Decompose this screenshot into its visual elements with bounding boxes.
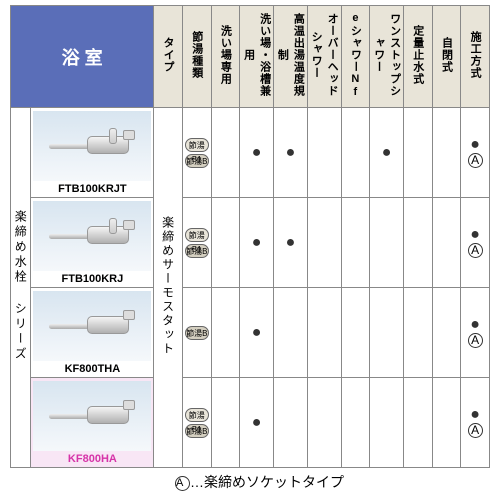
column-header: 高温出湯温度規制 (274, 6, 308, 108)
marker-a-icon: A (468, 153, 483, 168)
product-image (33, 381, 151, 451)
data-cell (403, 198, 432, 288)
dot-icon: ● (252, 144, 262, 161)
data-cell: ● (370, 108, 404, 198)
data-cell: ● (240, 288, 274, 378)
type-label: 楽締めサーモスタット (154, 108, 183, 468)
data-cell: ● (274, 198, 308, 288)
data-cell (211, 378, 240, 468)
dot-icon: ● (470, 406, 480, 423)
dot-icon: ● (286, 234, 296, 251)
data-cell (274, 288, 308, 378)
product-image (33, 291, 151, 361)
data-cell: ●A (461, 288, 490, 378)
data-cell: ● (240, 108, 274, 198)
badge-b: 節湯B (185, 154, 209, 168)
data-cell: ●A (461, 108, 490, 198)
dot-icon: ● (252, 414, 262, 431)
data-cell (403, 108, 432, 198)
data-cell: 節湯B (182, 288, 211, 378)
data-cell (211, 108, 240, 198)
product-cell: KF800HA (31, 378, 154, 468)
badge-b1: 節湯B1 (185, 228, 209, 242)
product-table: 浴 室タイプ節湯種類洗い場専用洗い場・浴槽兼用高温出湯温度規制オーバーヘッドシャ… (10, 5, 490, 468)
product-model: FTB100KRJT (33, 183, 151, 195)
column-header: 洗い場・浴槽兼用 (240, 6, 274, 108)
badge-b: 節湯B (185, 424, 209, 438)
footnote-text: …楽締めソケットタイプ (190, 474, 344, 490)
product-model: KF800THA (33, 363, 151, 375)
data-cell (432, 378, 461, 468)
series-label: 楽締め水栓 シリーズ (11, 108, 31, 468)
marker-a-icon: A (468, 333, 483, 348)
column-header: ワンストップシャワー (370, 6, 404, 108)
product-image (33, 111, 151, 181)
data-cell (341, 108, 370, 198)
data-cell (432, 108, 461, 198)
dot-icon: ● (286, 144, 296, 161)
footnote-marker: A (175, 476, 190, 491)
column-header: 定量止水式 (403, 6, 432, 108)
dot-icon: ● (470, 226, 480, 243)
data-cell (341, 378, 370, 468)
dot-icon: ● (470, 136, 480, 153)
column-header: 自閉式 (432, 6, 461, 108)
data-cell (341, 198, 370, 288)
marker-a-icon: A (468, 423, 483, 438)
data-cell (370, 288, 404, 378)
data-cell: 節湯B1 節湯B (182, 378, 211, 468)
marker-a-icon: A (468, 243, 483, 258)
data-cell (307, 108, 341, 198)
dot-icon: ● (470, 316, 480, 333)
data-cell (341, 288, 370, 378)
column-header: オーバーヘッドシャワー (307, 6, 341, 108)
badge-b1: 節湯B1 (185, 138, 209, 152)
column-header: 節湯種類 (182, 6, 211, 108)
footnote: A…楽締めソケットタイプ (175, 472, 344, 492)
data-cell: 節湯B1 節湯B (182, 108, 211, 198)
data-cell (403, 378, 432, 468)
column-header: 洗い場専用 (211, 6, 240, 108)
column-header: タイプ (154, 6, 183, 108)
dot-icon: ● (252, 324, 262, 341)
product-cell: FTB100KRJT (31, 108, 154, 198)
data-cell: ● (274, 108, 308, 198)
data-cell: 節湯B1 節湯B (182, 198, 211, 288)
product-cell: KF800THA (31, 288, 154, 378)
data-cell: ● (240, 378, 274, 468)
product-model: KF800HA (33, 453, 151, 465)
data-cell (403, 288, 432, 378)
data-cell (211, 198, 240, 288)
column-header: 施工方式 (461, 6, 490, 108)
badge-b: 節湯B (185, 244, 209, 258)
product-model: FTB100KRJ (33, 273, 151, 285)
data-cell (432, 198, 461, 288)
category-header: 浴 室 (11, 6, 154, 108)
badge-b1: 節湯B1 (185, 408, 209, 422)
data-cell (211, 288, 240, 378)
column-header: eシャワーNf (341, 6, 370, 108)
data-cell (370, 378, 404, 468)
product-image (33, 201, 151, 271)
data-cell (307, 378, 341, 468)
data-cell: ●A (461, 198, 490, 288)
data-cell: ● (240, 198, 274, 288)
dot-icon: ● (252, 234, 262, 251)
data-cell: ●A (461, 378, 490, 468)
data-cell (307, 198, 341, 288)
dot-icon: ● (382, 144, 392, 161)
badge-b: 節湯B (185, 326, 209, 340)
data-cell (274, 378, 308, 468)
data-cell (432, 288, 461, 378)
data-cell (370, 198, 404, 288)
product-cell: FTB100KRJ (31, 198, 154, 288)
data-cell (307, 288, 341, 378)
